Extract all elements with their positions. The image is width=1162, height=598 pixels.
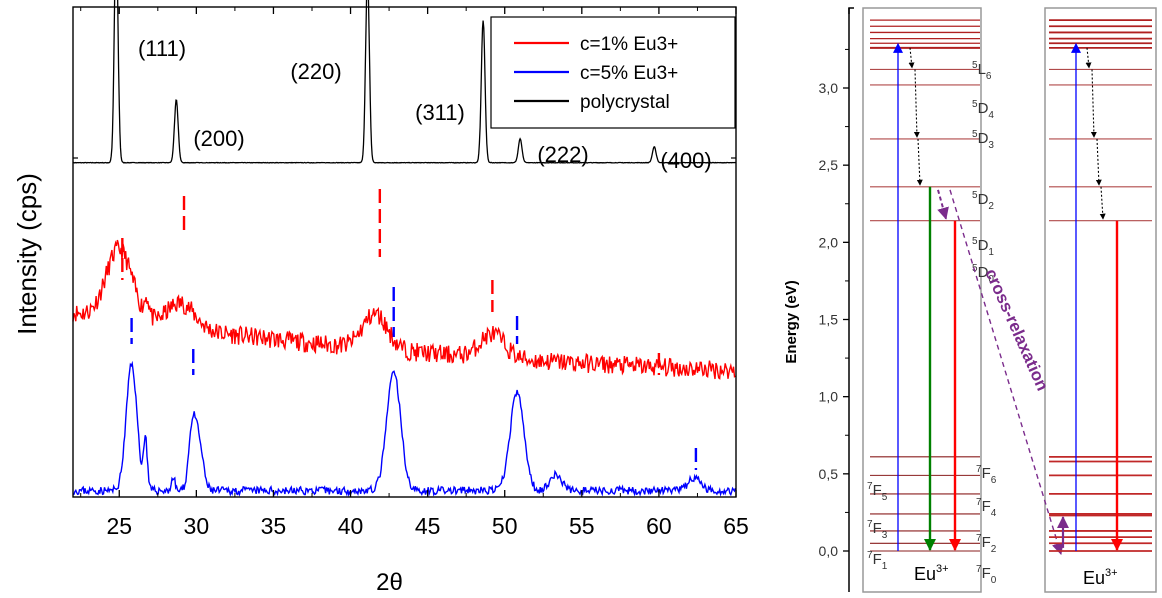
relaxation-arrow	[1090, 69, 1097, 138]
x-tick-label: 60	[646, 513, 672, 539]
y-axis-label: Intensity (cps)	[12, 173, 42, 335]
energy-axis-cap	[848, 7, 854, 14]
right-panel-frame	[1044, 7, 1157, 593]
series-c-5-eu3--line	[72, 360, 737, 498]
x-tick-label: 50	[492, 513, 518, 539]
level-label-7F2: 7F2	[976, 533, 997, 555]
peak-annotation: (200)	[193, 126, 244, 151]
relaxation-arrow	[1099, 186, 1106, 220]
x-axis-label: 2θ	[376, 569, 403, 596]
left-panel-frame	[862, 7, 982, 593]
y-tick-label: 2,5	[819, 157, 839, 173]
peak-annotation: (111)	[138, 36, 186, 61]
plot-frame	[72, 6, 737, 498]
legend-entry: polycrystal	[580, 92, 670, 113]
level-label-7F3: 7F3	[867, 519, 888, 541]
cross-relaxation-arrow-short	[937, 189, 949, 220]
level-label-5D1: 5D1	[972, 236, 994, 258]
peak-annotation: (311)	[415, 100, 465, 125]
ion-label-right: Eu3+	[1083, 567, 1118, 588]
relaxation-arrow	[1095, 138, 1102, 186]
y-tick-label: 1,0	[819, 389, 839, 405]
level-label-5L6: 5L6	[972, 60, 992, 82]
x-tick-label: 35	[261, 513, 287, 539]
level-label-7F5: 7F5	[867, 481, 888, 503]
level-label-5D3: 5D3	[972, 129, 994, 151]
x-tick-label: 25	[106, 513, 132, 539]
cross-relaxation-arrow-long	[949, 189, 1064, 556]
relaxation-arrow	[913, 69, 920, 138]
level-label-5D0: 5D0	[972, 263, 994, 285]
level-label-5D4: 5D4	[972, 99, 994, 121]
level-label-7F0: 7F0	[976, 564, 997, 586]
peak-annotation: (220)	[290, 59, 341, 84]
legend: c=1% Eu3+ c=5% Eu3+ polycrystal	[490, 16, 736, 129]
y-tick-label: 0,0	[819, 543, 839, 559]
x-tick-label: 40	[338, 513, 364, 539]
y-tick-label: 3,0	[819, 80, 839, 96]
ion-label-left: Eu3+	[914, 563, 949, 584]
x-tick-label: 65	[723, 513, 749, 539]
x-tick-label: 45	[415, 513, 441, 539]
level-label-7F4: 7F4	[976, 497, 997, 519]
energy-level-diagram: 0,0 0,5 1,0 1,5 2,0 2,5 3,0 Energy (eV) 5L6 5D4 5D…	[783, 7, 1157, 593]
series-polycrystal-line	[72, 0, 737, 164]
legend-entry: c=5% Eu3+	[580, 63, 678, 84]
x-tick-label: 30	[184, 513, 210, 539]
y-tick-label: 1,5	[819, 312, 839, 328]
level-label-7F1: 7F1	[867, 550, 888, 572]
series-c-1-eu3--line	[72, 239, 736, 380]
energy-axis-label: Energy (eV)	[783, 280, 800, 363]
level-label-5D2: 5D2	[972, 190, 994, 212]
legend-entry: c=1% Eu3+	[580, 34, 678, 55]
y-tick-label: 2,0	[819, 234, 839, 250]
relaxation-arrow	[908, 47, 915, 69]
xrd-chart: 25 30 35 40 45 50 55 60 65 2θ Intensity (cps) (111)…	[12, 0, 749, 596]
level-label-7F6: 7F6	[976, 464, 997, 486]
relaxation-arrow	[1085, 47, 1092, 69]
y-tick-label: 0,5	[819, 466, 839, 482]
relaxation-arrow	[916, 138, 923, 186]
peak-annotation: (222)	[537, 142, 588, 167]
peak-annotation: (400)	[660, 148, 711, 173]
x-tick-label: 55	[569, 513, 595, 539]
